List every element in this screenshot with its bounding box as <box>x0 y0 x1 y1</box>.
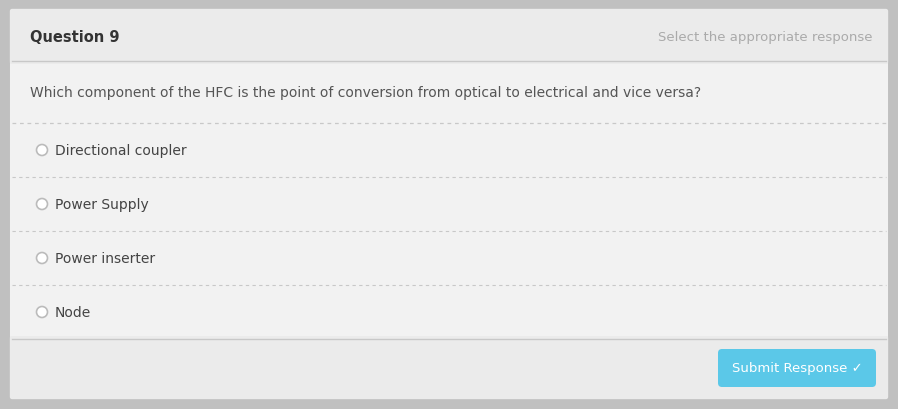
Text: Submit Response ✓: Submit Response ✓ <box>732 362 862 375</box>
Text: Select the appropriate response: Select the appropriate response <box>657 30 872 43</box>
Circle shape <box>37 199 48 210</box>
Text: Node: Node <box>55 305 92 319</box>
Text: Directional coupler: Directional coupler <box>55 144 187 157</box>
Circle shape <box>37 145 48 156</box>
Text: Power inserter: Power inserter <box>55 252 155 265</box>
FancyBboxPatch shape <box>9 9 889 400</box>
Circle shape <box>37 307 48 318</box>
FancyBboxPatch shape <box>9 336 889 400</box>
Bar <box>12 54 886 62</box>
Text: Question 9: Question 9 <box>30 29 119 45</box>
Text: Which component of the HFC is the point of conversion from optical to electrical: Which component of the HFC is the point … <box>30 86 701 100</box>
FancyBboxPatch shape <box>718 349 876 387</box>
FancyBboxPatch shape <box>9 9 889 65</box>
Circle shape <box>37 253 48 264</box>
Text: Power Supply: Power Supply <box>55 198 149 211</box>
Bar <box>12 339 886 347</box>
